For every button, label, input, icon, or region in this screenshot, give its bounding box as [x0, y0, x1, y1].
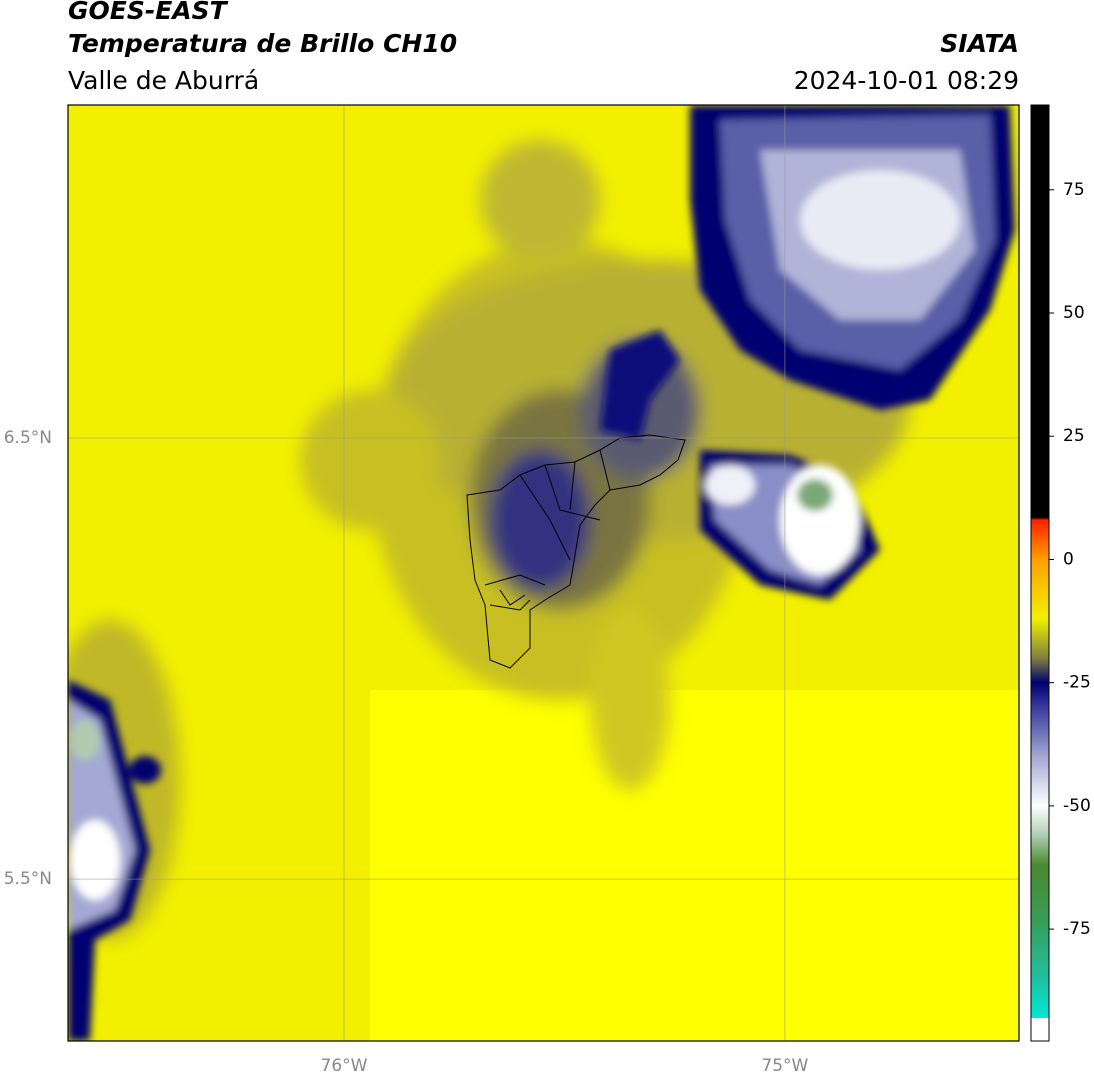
subtitle: Temperatura de Brillo CH10 — [68, 29, 457, 58]
y-tick-label: 5.5°N — [4, 869, 52, 889]
title: GOES-EAST — [68, 0, 229, 25]
region: Valle de Aburrá — [68, 66, 259, 95]
colorbar — [1030, 104, 1050, 1042]
y-tick-label: 6.5°N — [4, 428, 52, 448]
colorbar-tick-label: -25 — [1063, 673, 1091, 693]
colorbar-tick-label: -75 — [1063, 919, 1091, 939]
colorbar-tick-label: -50 — [1063, 796, 1091, 816]
x-tick-label: 76°W — [321, 1056, 368, 1076]
source: SIATA — [940, 29, 1019, 58]
map-frame — [67, 104, 1020, 1042]
colorbar-tick-label: 25 — [1063, 426, 1085, 446]
x-tick-label: 75°W — [761, 1056, 808, 1076]
satellite-image — [68, 105, 1019, 1041]
colorbar-tick-label: 75 — [1063, 180, 1085, 200]
colorbar-tick-label: 0 — [1063, 549, 1074, 569]
colorbar-tick-label: 50 — [1063, 303, 1085, 323]
datetime: 2024-10-01 08:29 — [794, 66, 1019, 95]
